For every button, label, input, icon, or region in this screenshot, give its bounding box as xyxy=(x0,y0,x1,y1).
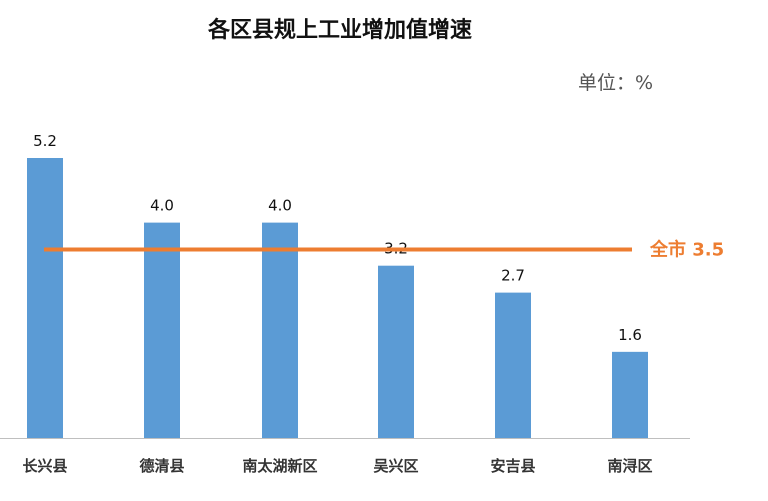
unit-label: 单位：% xyxy=(578,72,654,94)
value-labels-group: 5.24.04.03.22.71.6 xyxy=(33,132,642,344)
category-label-3: 南太湖新区 xyxy=(242,457,317,475)
value-label-1: 5.2 xyxy=(33,132,57,150)
category-label-4: 吴兴区 xyxy=(373,457,418,475)
chart-title: 各区县规上工业增加值增速 xyxy=(207,18,472,43)
bar-1 xyxy=(27,158,63,438)
bars-group xyxy=(27,158,648,438)
category-labels-group: 长兴县 德清县 南太湖新区 吴兴区 安吉县 南浔区 xyxy=(22,457,652,475)
category-label-5: 安吉县 xyxy=(490,457,535,475)
bar-2 xyxy=(144,222,180,438)
bar-6 xyxy=(612,351,648,438)
category-label-6: 南浔区 xyxy=(607,457,652,475)
category-label-2: 德清县 xyxy=(139,457,184,475)
bar-4 xyxy=(378,265,414,438)
value-label-6: 1.6 xyxy=(618,326,642,344)
value-label-3: 4.0 xyxy=(268,197,292,215)
bar-5 xyxy=(495,292,531,438)
category-label-1: 长兴县 xyxy=(22,457,67,475)
value-label-5: 2.7 xyxy=(501,267,525,285)
bar-3 xyxy=(262,222,298,438)
value-label-2: 4.0 xyxy=(150,197,174,215)
reference-line-label: 全市 3.5 xyxy=(649,239,724,261)
